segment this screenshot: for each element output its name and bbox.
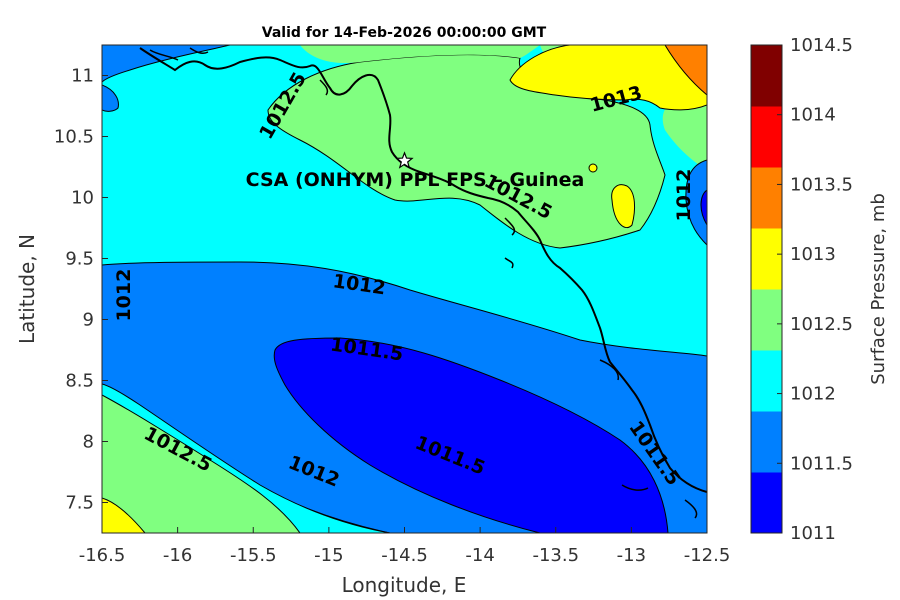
region-1013-dot: [588, 163, 598, 173]
contour-1012-5-north: [267, 54, 666, 249]
contour-label: 1012: [113, 269, 135, 322]
colorbar-tick-label: 1012: [790, 384, 836, 405]
region-1013: [509, 45, 707, 111]
y-tick-label: 10: [71, 188, 94, 209]
colorbar-frame: [750, 44, 783, 534]
colorbar-segment: [751, 472, 782, 534]
colorbar-tick-label: 1013.5: [790, 174, 853, 195]
region-1011-5-topleft: [102, 45, 231, 83]
x-axis-ticks: -16.5 -16 -15.5 -15 -14.5 -14 -13.5 -13 -12.5: [79, 527, 731, 566]
colorbar-segment: [751, 350, 782, 412]
x-tick-label: -15: [314, 545, 343, 566]
x-tick-label: -13.5: [532, 545, 579, 566]
y-tick-label: 8.5: [65, 371, 94, 392]
x-axis-label: Longitude, E: [342, 573, 467, 597]
region-1012-5-top: [300, 45, 540, 64]
colorbar: [751, 45, 782, 534]
y-tick-label: 9.5: [65, 249, 94, 270]
station-label: CSA (ONHYM) PPL FPS – Guinea: [246, 169, 585, 191]
colorbar-tick-label: 1011: [790, 523, 836, 544]
y-tick-label: 8: [83, 432, 94, 453]
station-star-icon: [395, 151, 414, 169]
colorbar-tick-label: 1014.5: [790, 35, 853, 56]
colorbar-ticks: 1011 1011.5 1012 1012.5 1013 1013.5 1014 1014.5: [777, 35, 853, 544]
x-tick-label: -13: [617, 545, 646, 566]
colorbar-tick-label: 1013: [790, 244, 836, 265]
y-tick-label: 9: [83, 310, 94, 331]
contour-label: 1012: [673, 169, 695, 222]
colorbar-segment: [751, 411, 782, 473]
x-tick-label: -16: [163, 545, 192, 566]
coastline-islands: [149, 47, 698, 519]
colorbar-tick-label: 1012.5: [790, 314, 853, 335]
y-axis-ticks: 11 10.5 10 9.5 9 8.5 8 7.5: [54, 66, 108, 514]
colorbar-tick-label: 1014: [790, 105, 836, 126]
y-axis-label: Latitude, N: [15, 234, 39, 344]
coastline: [139, 47, 707, 493]
x-tick-label: -14.5: [381, 545, 428, 566]
region-1011-5-east: [685, 159, 707, 246]
colorbar-segment: [751, 106, 782, 168]
x-tick-label: -12.5: [684, 545, 731, 566]
colorbar-tick-label: 1011.5: [790, 453, 853, 474]
region-1011: [273, 337, 669, 533]
colorbar-segment: [751, 289, 782, 351]
x-tick-label: -16.5: [79, 545, 126, 566]
region-1013-south: [102, 497, 146, 533]
y-tick-label: 10.5: [54, 127, 94, 148]
colorbar-label: Surface Pressure, mb: [868, 193, 889, 385]
x-tick-label: -14: [465, 545, 494, 566]
colorbar-segment: [751, 45, 782, 107]
x-tick-label: -15.5: [230, 545, 277, 566]
y-tick-label: 7.5: [65, 493, 94, 514]
colorbar-segment: [751, 228, 782, 290]
region-1012-5-south: [102, 394, 301, 533]
colorbar-segment: [751, 167, 782, 229]
region-1013-blob: [611, 184, 636, 229]
region-1011-5-edge: [102, 84, 119, 112]
map-title: Valid for 14-Feb-2026 00:00:00 GMT: [262, 25, 547, 41]
y-tick-label: 11: [71, 66, 94, 87]
